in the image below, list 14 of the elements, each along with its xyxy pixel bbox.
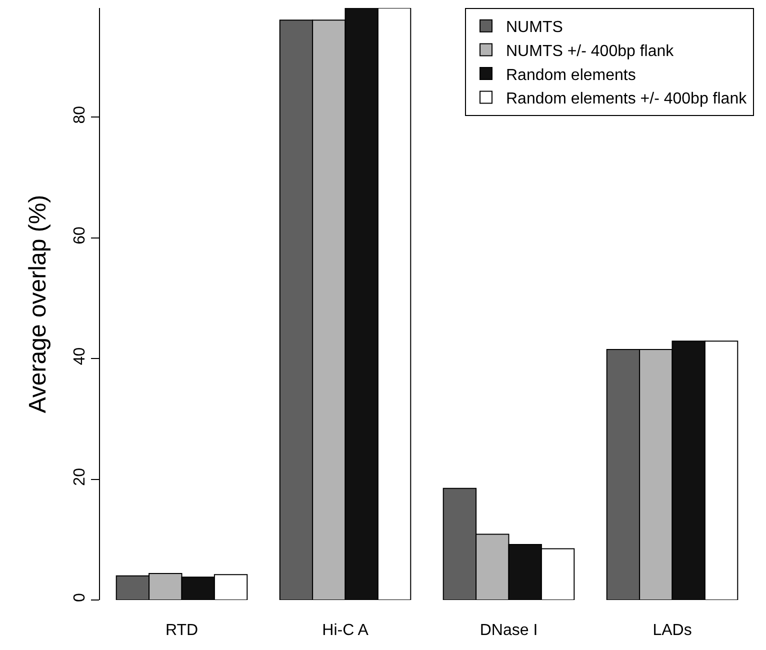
- legend-label: Random elements +/- 400bp flank: [506, 90, 748, 108]
- x-tick-label: LADs: [652, 622, 692, 639]
- legend-label: NUMTS +/- 400bp flank: [506, 42, 675, 60]
- y-tick-label: 80: [72, 106, 89, 124]
- legend-label: NUMTS: [506, 19, 563, 36]
- x-tick-label: Hi-C A: [322, 622, 369, 639]
- x-tick-label: DNase I: [480, 622, 538, 639]
- y-tick-label: 40: [72, 347, 89, 366]
- x-tick-label: RTD: [165, 622, 198, 639]
- y-tick-label: 60: [72, 226, 89, 244]
- y-tick-label: 20: [72, 468, 89, 486]
- y-tick-label: 0: [72, 593, 89, 602]
- legend-label: Random elements: [506, 66, 636, 84]
- y-axis-title: Average overlap (%): [24, 194, 52, 414]
